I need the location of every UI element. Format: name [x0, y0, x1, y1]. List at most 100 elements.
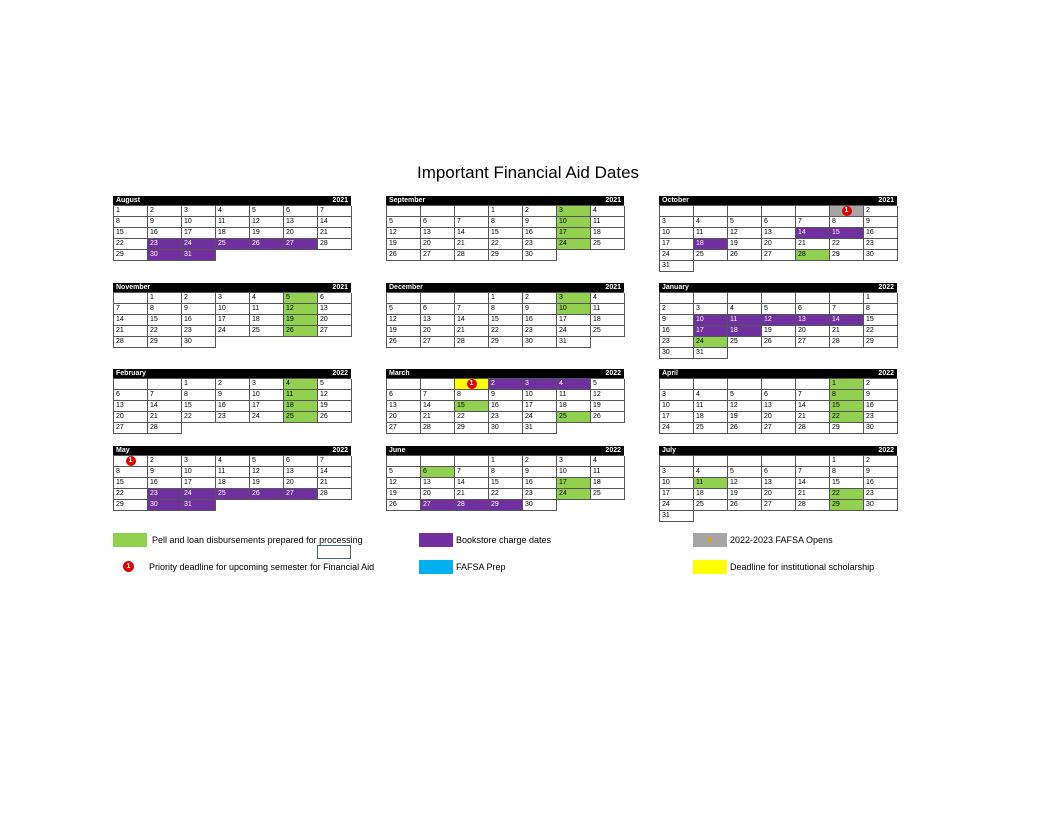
empty-cell — [216, 337, 250, 348]
day-cell: 22 — [489, 239, 523, 250]
day-cell: 12 — [318, 390, 352, 401]
calendar-july: July 2022 1 2 3 4 5 6 7 8 9 10 11 12 13 14 15 16 17 18 19 20 2… — [659, 446, 898, 522]
day-cell: 24 — [216, 326, 250, 337]
day-number: 14 — [798, 229, 806, 236]
empty-cell — [796, 293, 830, 304]
calendar-header: December 2021 — [386, 283, 624, 292]
legend-gray-dot-icon — [708, 538, 712, 542]
day-cell: 29 — [455, 423, 489, 434]
day-cell: 25 — [216, 239, 250, 250]
day-cell: 13 — [762, 478, 796, 489]
month-name: December — [389, 284, 423, 291]
day-cell: 11 — [216, 217, 250, 228]
day-cell: 18 — [216, 478, 250, 489]
calendar-grid: 1 2 3 4 5 6 7 8 9 10 11 12 13 14 15 16 17 18 19 20 21 22 23 24 2… — [113, 205, 352, 261]
day-number: 9 — [525, 468, 529, 475]
legend-fafsa-opens: 2022-2023 FAFSA Opens — [693, 533, 893, 547]
day-number: 4 — [696, 468, 700, 475]
day-cell: 8 — [114, 217, 148, 228]
day-cell: 27 — [318, 326, 352, 337]
day-cell: 26 — [762, 337, 796, 348]
day-cell: 25 — [728, 337, 762, 348]
day-number: 5 — [286, 294, 290, 301]
calendar-header: September 2021 — [386, 196, 624, 205]
day-number: 4 — [252, 294, 256, 301]
day-number: 12 — [389, 479, 397, 486]
calendar-april: April 2022 1 2 3 4 5 6 7 8 9 10 11 12 13 14 15 16 17 18 19 20… — [659, 369, 898, 434]
day-number: 25 — [696, 424, 704, 431]
day-cell: 15 — [864, 315, 898, 326]
day-number: 14 — [798, 479, 806, 486]
day-number: 29 — [866, 338, 874, 345]
day-cell: 6 — [421, 304, 455, 315]
day-cell: 24 — [182, 239, 216, 250]
calendar-november: November 2021 1 2 3 4 5 6 7 8 9 10 11 12 13 14 15 16 17 18 1… — [113, 283, 352, 348]
day-number: 3 — [662, 468, 666, 475]
day-number: 5 — [730, 391, 734, 398]
day-number: 26 — [286, 327, 294, 334]
day-number: 10 — [662, 229, 670, 236]
day-number: 14 — [116, 316, 124, 323]
day-number: 21 — [457, 490, 465, 497]
empty-cell — [728, 511, 762, 522]
day-cell: 4 — [591, 456, 625, 467]
day-cell: 3 — [660, 217, 694, 228]
day-cell: 22 — [114, 489, 148, 500]
day-number: 27 — [389, 424, 397, 431]
day-number: 15 — [457, 402, 465, 409]
day-cell: 14 — [318, 217, 352, 228]
empty-cell — [762, 261, 796, 272]
day-number: 12 — [320, 391, 328, 398]
legend-blue-swatch — [419, 560, 453, 574]
day-cell: 8 — [182, 390, 216, 401]
day-number: 28 — [150, 424, 158, 431]
legend-bookstore-label: Bookstore charge dates — [456, 535, 552, 545]
day-number: 22 — [116, 490, 124, 497]
day-number: 1 — [150, 294, 154, 301]
day-number: 4 — [696, 391, 700, 398]
empty-cell — [557, 500, 591, 511]
day-number: 31 — [184, 501, 192, 508]
day-number: 26 — [389, 501, 397, 508]
day-number: 26 — [320, 413, 328, 420]
day-cell: 30 — [182, 337, 216, 348]
day-cell: 22 — [489, 489, 523, 500]
day-cell: 7 — [148, 390, 182, 401]
calendar-june: June 2022 1 2 3 4 5 6 7 8 9 10 11 12 13 14 15 16 17 18 19 20 2… — [386, 446, 625, 511]
day-cell: 29 — [489, 500, 523, 511]
calendar-october: October 2021 1 2 3 4 5 6 7 8 9 10 11 12 13 14 15 16 17 18 19… — [659, 196, 898, 272]
day-number: 21 — [798, 240, 806, 247]
day-number: 22 — [491, 240, 499, 247]
calendar-grid: 1 2 3 4 5 6 7 8 9 10 11 12 13 14 15 16 17 18 19 20 21 22 23 24 2… — [386, 378, 625, 434]
day-cell: 2 — [523, 293, 557, 304]
empty-cell — [591, 250, 625, 261]
day-cell: 14 — [455, 315, 489, 326]
day-number: 12 — [389, 229, 397, 236]
day-cell: 22 — [455, 412, 489, 423]
day-number: 1 — [491, 457, 495, 464]
legend-scholarship: Deadline for institutional scholarship — [693, 560, 913, 574]
day-number: 20 — [116, 413, 124, 420]
year-label: 2022 — [878, 370, 894, 377]
day-number: 8 — [866, 305, 870, 312]
day-number: 2 — [866, 457, 870, 464]
day-number: 28 — [798, 251, 806, 258]
day-cell: 1 — [830, 456, 864, 467]
day-cell: 30 — [148, 500, 182, 511]
day-cell: 24 — [557, 326, 591, 337]
day-number: 17 — [559, 479, 567, 486]
day-cell: 20 — [421, 239, 455, 250]
day-number: 6 — [423, 305, 427, 312]
day-cell: 3 — [557, 293, 591, 304]
day-number: 8 — [832, 391, 836, 398]
day-cell: 13 — [421, 315, 455, 326]
day-number: 24 — [696, 338, 704, 345]
day-number: 9 — [150, 468, 154, 475]
day-number: 8 — [832, 218, 836, 225]
day-cell: 6 — [284, 206, 318, 217]
day-number: 25 — [593, 490, 601, 497]
month-name: April — [662, 370, 678, 377]
empty-cell — [216, 423, 250, 434]
day-cell: 15 — [830, 478, 864, 489]
empty-cell — [250, 500, 284, 511]
